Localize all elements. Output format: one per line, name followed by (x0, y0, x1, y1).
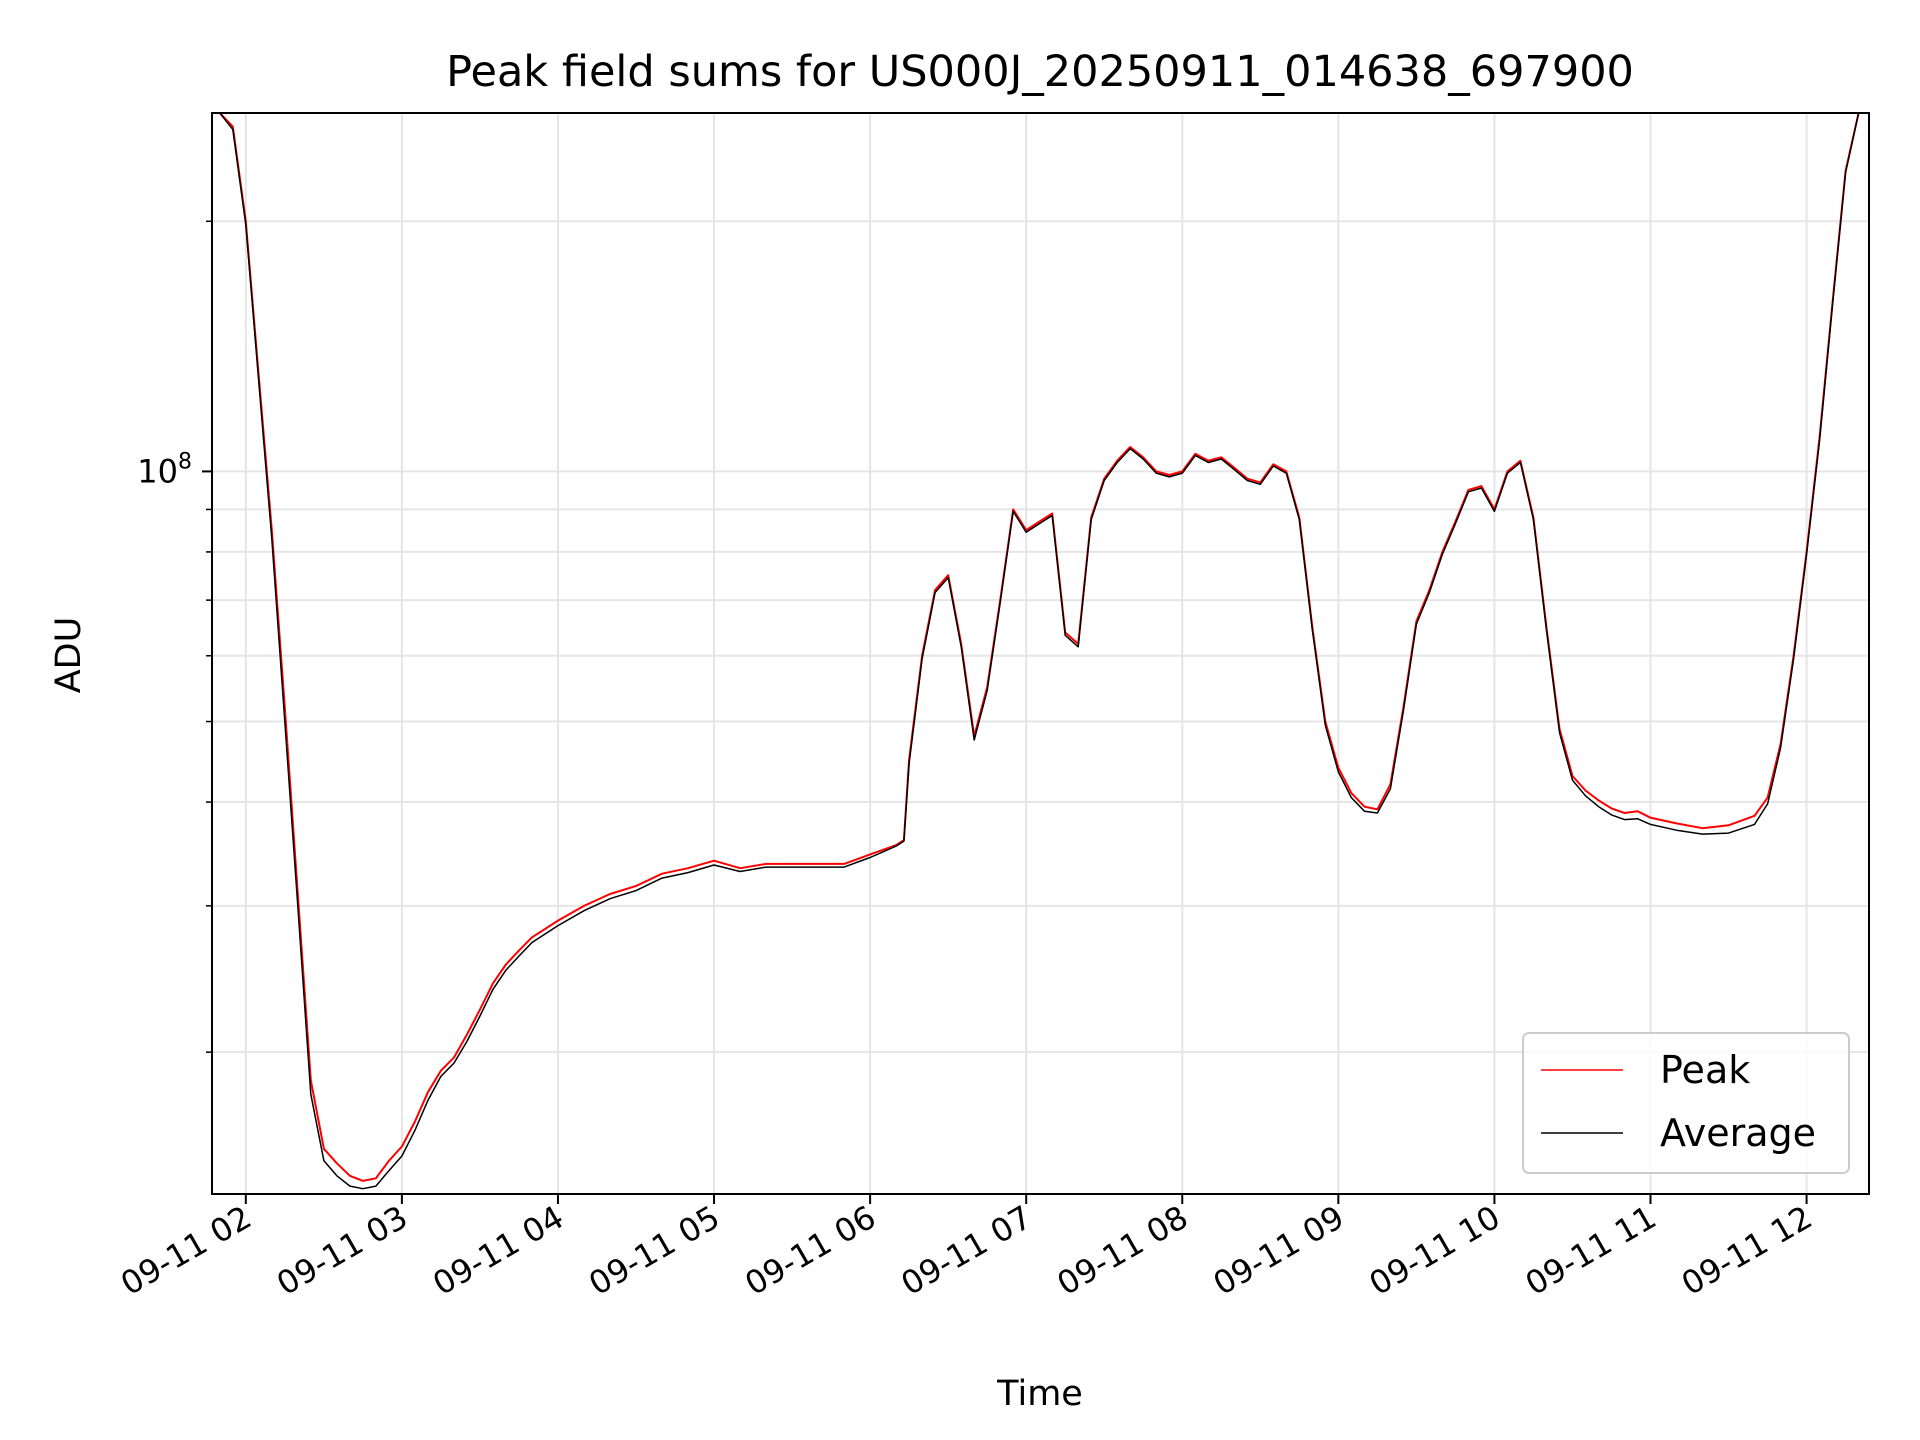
legend-peak-label: Peak (1660, 1048, 1750, 1092)
y-tick-base: 10 (137, 452, 178, 490)
series-layer (219, 113, 1860, 1190)
y-tick-label: 108 (137, 449, 192, 490)
legend-box (1522, 1032, 1850, 1174)
y-tick-exponent: 8 (178, 449, 192, 474)
x-axis-label: Time (996, 1374, 1083, 1414)
grid (212, 113, 1869, 1194)
y-axis-label: ADU (49, 617, 89, 694)
series-line-average (219, 113, 1860, 1190)
legend-average-label: Average (1660, 1111, 1816, 1155)
legend: Peak Average (1522, 1032, 1850, 1174)
y-axis-ticks: 108 (137, 220, 212, 1053)
plot-frame (211, 112, 1870, 1195)
chart-title: Peak field sums for US000J_20250911_0146… (446, 47, 1634, 97)
